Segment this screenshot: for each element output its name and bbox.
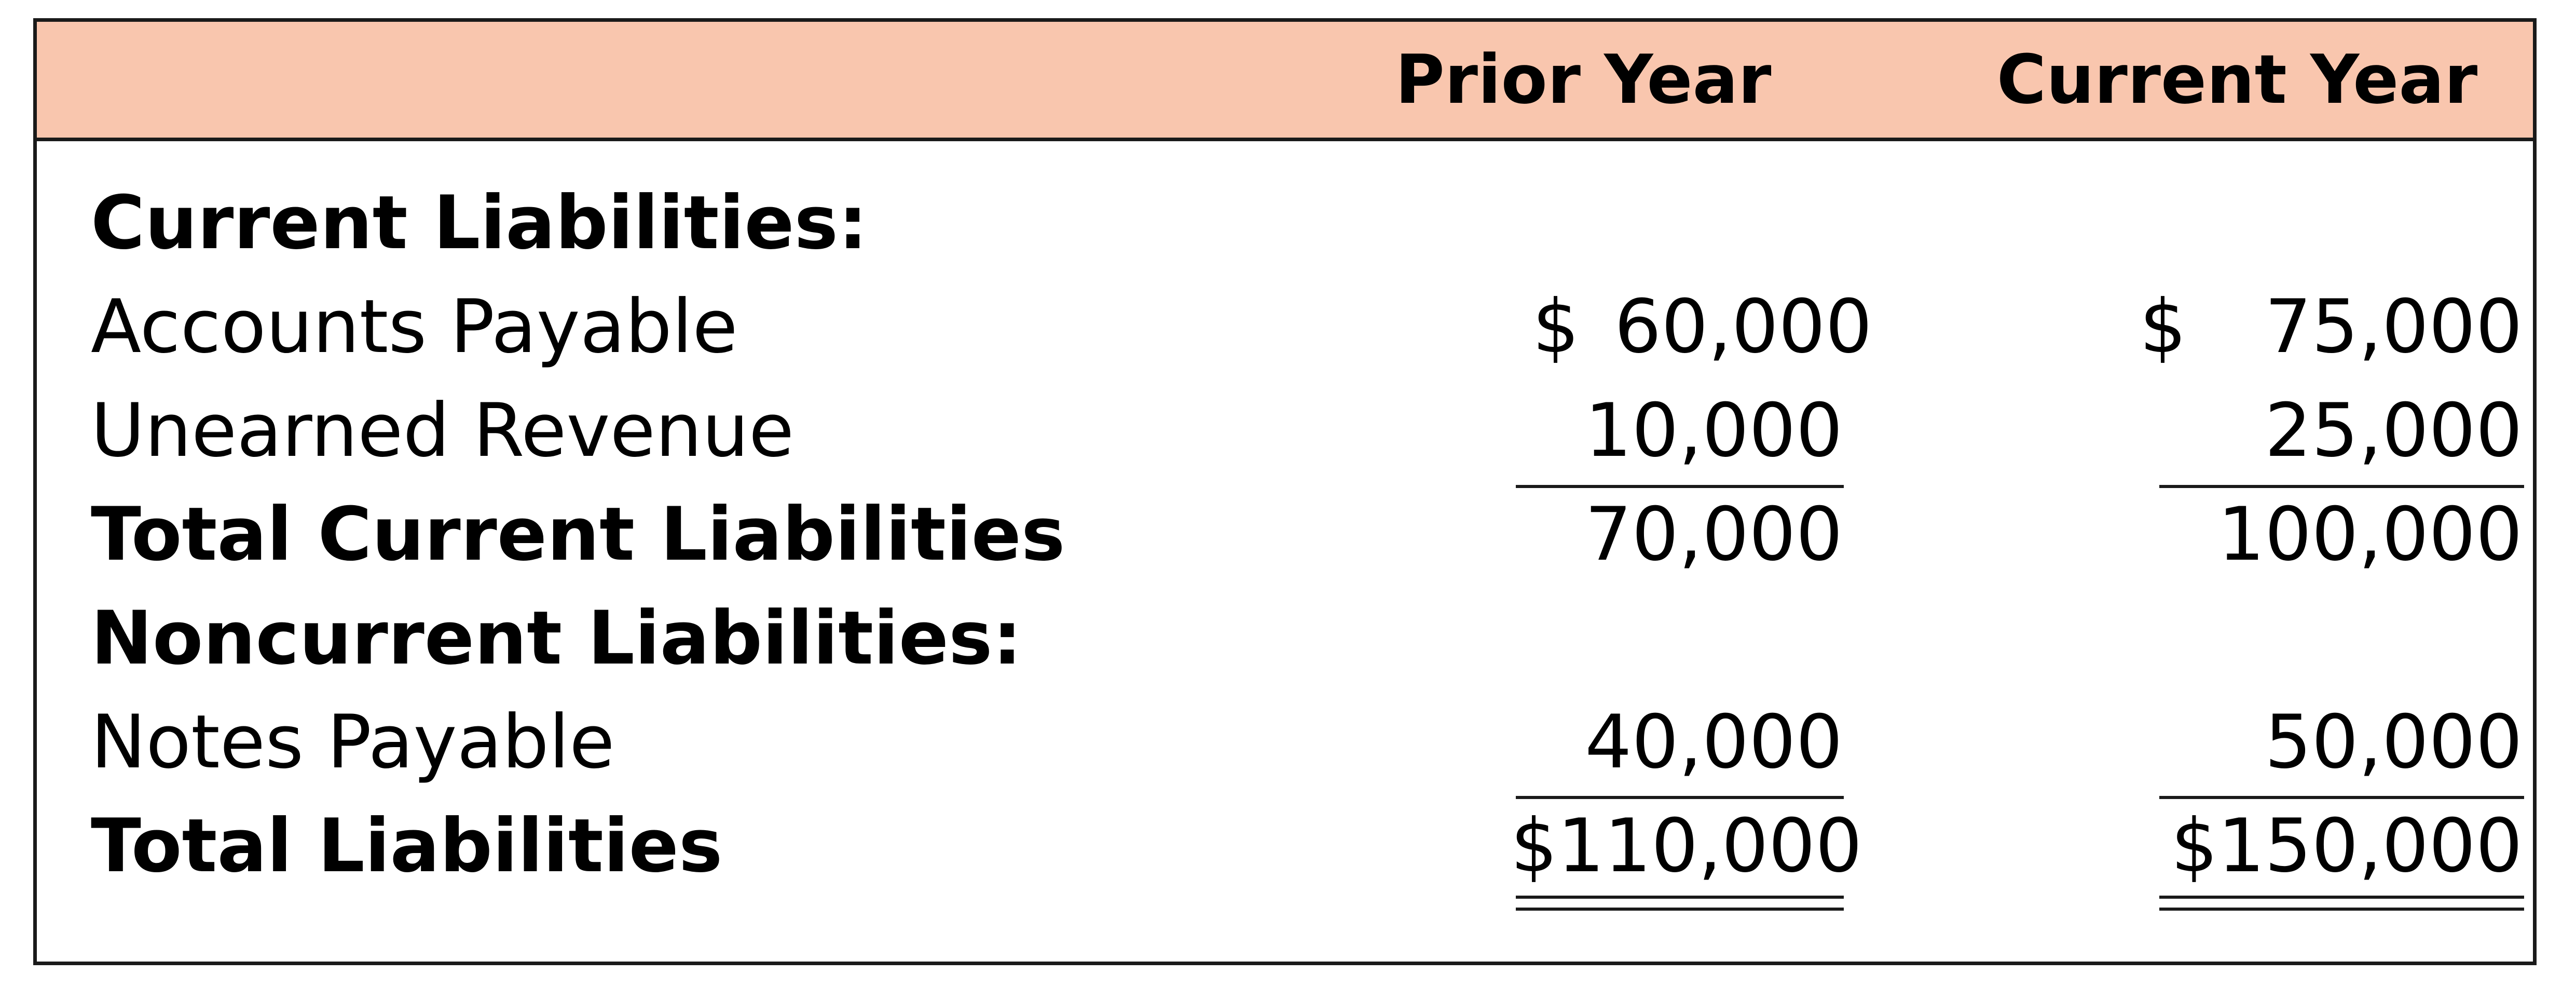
unearned-revenue-label: Unearned Revenue (91, 388, 794, 474)
accounts-payable-label: Accounts Payable (91, 284, 738, 370)
total-current-liabilities-label: Total Current Liabilities (91, 492, 1065, 577)
unearned-revenue-prior-amount: 10,000 (1585, 388, 1843, 474)
notes-payable-label: Notes Payable (91, 699, 615, 785)
noncurrent-liabilities-heading: Noncurrent Liabilities: (91, 596, 1022, 681)
accounts-payable-current-amount: 75,000 (2265, 284, 2523, 370)
accounts-payable-prior-currency: $ (1532, 284, 1580, 370)
total-current-liabilities-current-amount: 100,000 (2217, 492, 2523, 577)
total-current-liabilities-prior-amount: 70,000 (1585, 492, 1843, 577)
double-underline-current-top (2159, 896, 2524, 899)
double-underline-prior-bottom (1516, 908, 1844, 911)
notes-payable-current-amount: 50,000 (2265, 699, 2523, 785)
total-rule-prior (1516, 796, 1844, 799)
unearned-revenue-current-amount: 25,000 (2265, 388, 2523, 474)
current-liabilities-heading: Current Liabilities: (91, 180, 868, 266)
subtotal-rule-prior (1516, 485, 1844, 488)
notes-payable-prior-amount: 40,000 (1585, 699, 1843, 785)
subtotal-rule-current (2159, 485, 2524, 488)
accounts-payable-current-currency: $ (2140, 284, 2187, 370)
liabilities-statement: Prior Year Current Year Current Liabilit… (33, 18, 2537, 965)
total-rule-current (2159, 796, 2524, 799)
double-underline-current-bottom (2159, 908, 2524, 911)
total-liabilities-current-amount: $150,000 (2171, 803, 2523, 889)
column-header-row: Prior Year Current Year (37, 22, 2533, 141)
double-underline-prior-top (1516, 896, 1844, 899)
total-liabilities-prior-amount: $110,000 (1511, 803, 1862, 889)
total-liabilities-label: Total Liabilities (91, 803, 723, 889)
current-year-header: Current Year (1996, 40, 2478, 119)
prior-year-header: Prior Year (1395, 40, 1772, 119)
accounts-payable-prior-amount: 60,000 (1614, 284, 1872, 370)
